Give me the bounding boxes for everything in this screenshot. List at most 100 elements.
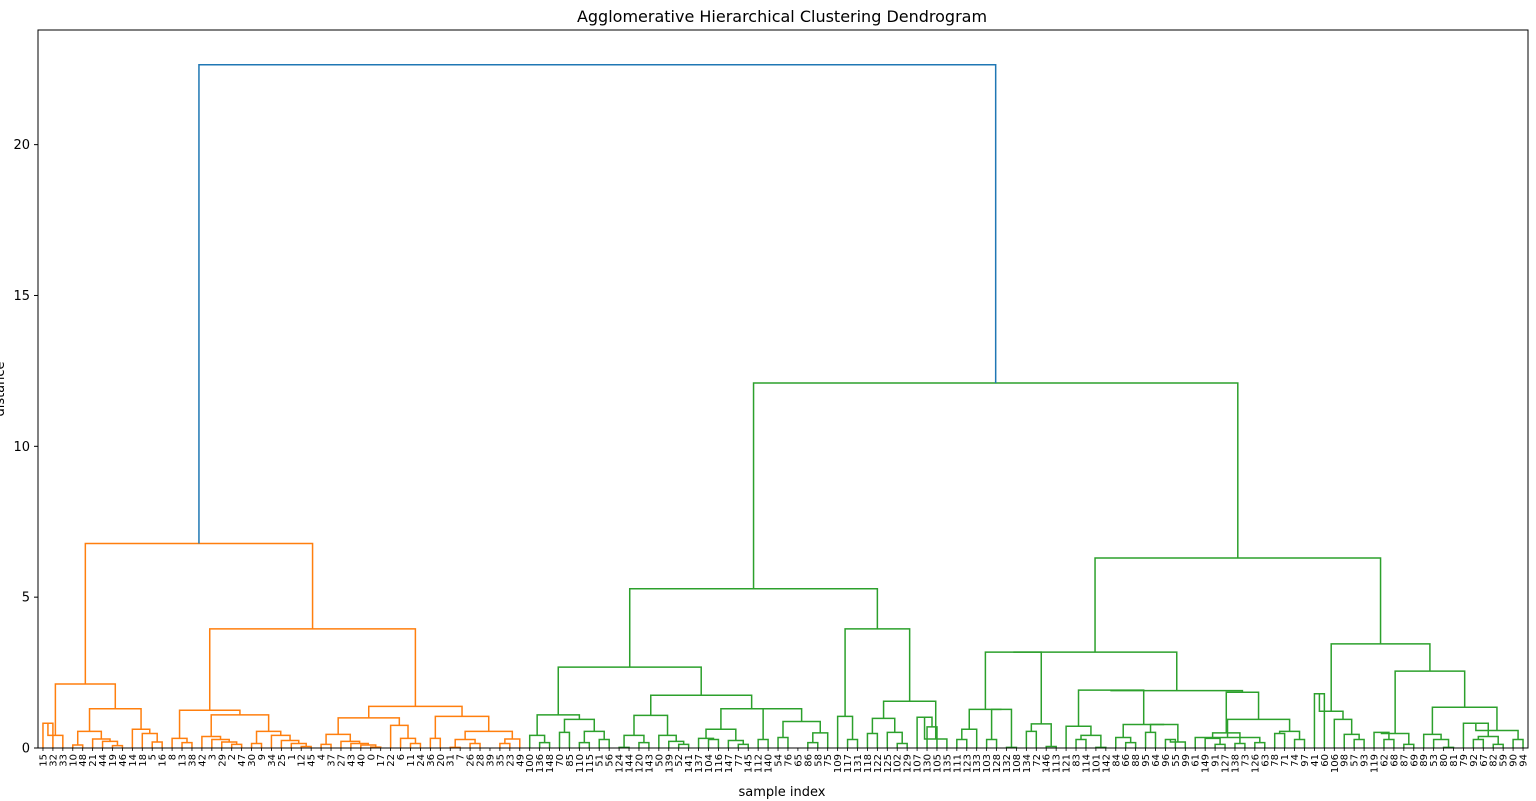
- leaf-label: 140: [764, 754, 775, 773]
- dendrogram-link: [1333, 718, 1353, 748]
- dendrogram-link: [1353, 738, 1365, 748]
- dendrogram-link: [1477, 735, 1499, 745]
- dendrogram-link: [499, 742, 511, 748]
- dendrogram-link: [101, 740, 119, 748]
- leaf-label: 92: [1469, 754, 1480, 767]
- leaf-label: 77: [734, 754, 745, 767]
- leaf-label: 115: [585, 754, 596, 773]
- dendrogram-link: [896, 742, 908, 748]
- leaf-label: 101: [1091, 754, 1102, 773]
- dendrogram-link: [111, 744, 124, 748]
- dendrogram-link: [984, 651, 1043, 724]
- leaf-label: 147: [724, 754, 735, 773]
- dendrogram-link: [628, 587, 879, 668]
- leaf-label: 31: [446, 754, 457, 767]
- dendrogram-link: [88, 708, 142, 732]
- leaf-label: 121: [1062, 754, 1073, 773]
- leaf-label: 127: [1221, 754, 1232, 773]
- leaf-label: 72: [1032, 754, 1043, 767]
- dendrogram-link: [1492, 743, 1504, 748]
- dendrogram-link: [464, 730, 514, 740]
- dendrogram-link: [1273, 732, 1286, 748]
- leaf-label: 93: [1360, 754, 1371, 767]
- leaf-label: 104: [704, 754, 715, 773]
- dendrogram-link: [720, 708, 783, 730]
- leaf-label: 55: [1171, 754, 1182, 767]
- leaf-label: 69: [1409, 754, 1420, 767]
- leaf-label: 131: [853, 754, 864, 773]
- dendrogram-link: [325, 733, 352, 745]
- leaf-label: 24: [416, 754, 427, 767]
- dendrogram-link: [583, 730, 605, 743]
- dendrogram-link: [961, 728, 978, 748]
- dendrogram-link: [91, 738, 111, 748]
- leaf-label: 11: [406, 754, 417, 767]
- dendrogram-link: [1343, 733, 1360, 748]
- leaf-label: 95: [1141, 754, 1152, 767]
- leaf-label: 85: [565, 754, 576, 767]
- dendrogram-link: [389, 724, 409, 748]
- dendrogram-link: [1077, 689, 1145, 727]
- leaf-label: 14: [128, 754, 139, 767]
- leaf-label: 142: [1101, 754, 1112, 773]
- dendrogram-link: [76, 730, 103, 745]
- leaf-label: 148: [545, 754, 556, 773]
- leaf-label: 132: [1002, 754, 1013, 773]
- y-tick-label: 5: [22, 591, 30, 606]
- dendrogram-link: [1025, 730, 1038, 748]
- leaf-label: 81: [1449, 754, 1460, 767]
- dendrogram-link: [1122, 723, 1165, 738]
- leaf-label: 117: [843, 754, 854, 773]
- leaf-label: 39: [485, 754, 496, 767]
- leaf-label: 45: [307, 754, 318, 767]
- leaf-label: 90: [1509, 754, 1520, 767]
- chart-title: Agglomerative Hierarchical Clustering De…: [577, 7, 987, 26]
- leaf-label: 46: [118, 754, 129, 767]
- leaf-label: 56: [605, 754, 616, 767]
- leaf-label: 89: [1419, 754, 1430, 767]
- dendrogram-link: [1214, 743, 1226, 748]
- dendrogram-link: [211, 738, 230, 748]
- dendrogram-link: [151, 741, 163, 748]
- dendrogram-link: [84, 542, 314, 685]
- dendrogram-link: [1013, 651, 1178, 691]
- leaf-label: 22: [386, 754, 397, 767]
- leaf-label: 26: [466, 754, 477, 767]
- leaf-label: 58: [813, 754, 824, 767]
- leaf-label: 57: [1350, 754, 1361, 767]
- leaf-label: 0: [366, 754, 377, 760]
- y-tick-label: 15: [13, 289, 30, 304]
- dendrogram-link: [337, 717, 401, 735]
- dendrogram-link: [300, 745, 312, 748]
- leaf-label: 3: [207, 754, 218, 760]
- leaf-label: 20: [436, 754, 447, 767]
- leaf-label: 75: [823, 754, 834, 767]
- leaf-label: 43: [346, 754, 357, 767]
- leaf-label: 144: [625, 754, 636, 773]
- dendrogram-link: [990, 708, 1013, 748]
- leaf-label: 5: [148, 754, 159, 760]
- dendrogram-link: [504, 738, 521, 748]
- leaf-label: 50: [654, 754, 665, 767]
- dendrogram-link: [178, 709, 241, 739]
- leaf-label: 109: [833, 754, 844, 773]
- dendrogram-link: [1225, 691, 1260, 733]
- dendrogram-link: [1394, 670, 1466, 734]
- dendrogram-link: [409, 742, 422, 748]
- leaf-label: 128: [992, 754, 1003, 773]
- leaf-label: 83: [1072, 754, 1083, 767]
- leaf-label: 145: [744, 754, 755, 773]
- dendrogram-link: [54, 683, 117, 736]
- leaf-label: 34: [267, 754, 278, 767]
- dendrogram-link: [181, 741, 193, 748]
- leaf-label: 7: [456, 754, 467, 760]
- dendrogram-link: [536, 714, 581, 736]
- leaf-label: 138: [1230, 754, 1241, 773]
- dendrogram-link: [923, 717, 948, 748]
- leaf-label: 98: [1340, 754, 1351, 767]
- dendrogram-link: [598, 738, 610, 748]
- leaf-label: 38: [187, 754, 198, 767]
- leaf-label: 79: [1459, 754, 1470, 767]
- leaf-label: 94: [1519, 754, 1530, 767]
- leaf-label: 52: [674, 754, 685, 767]
